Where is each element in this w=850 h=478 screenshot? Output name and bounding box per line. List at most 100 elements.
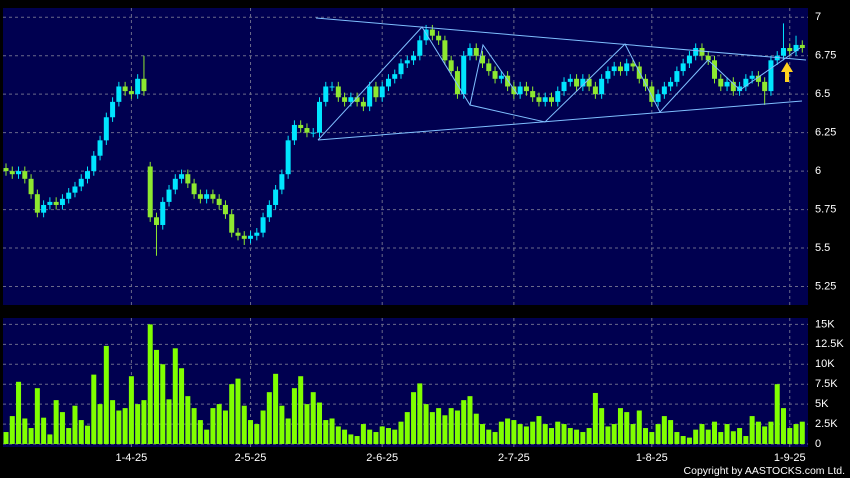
candle-body [536, 97, 542, 102]
y-tick-label: 15K [815, 318, 835, 330]
candle-body [235, 232, 241, 236]
candle-body [480, 55, 486, 64]
volume-bar [317, 402, 322, 444]
candle-body [599, 78, 605, 95]
volume-bar [379, 426, 385, 444]
candle-body [354, 97, 360, 102]
x-tick-label: 2-7-25 [498, 452, 530, 464]
candle-body [668, 81, 674, 87]
candle-body [160, 201, 166, 225]
candle-body [298, 124, 304, 129]
volume-bar [373, 432, 379, 444]
volume-bar [53, 400, 59, 444]
signal-arrow [781, 62, 793, 82]
volume-bar [417, 383, 423, 444]
candle-body [34, 194, 40, 213]
candle-body [617, 66, 623, 72]
volume-bar [97, 404, 103, 444]
volume-bar [9, 416, 15, 444]
volume-bar [323, 420, 329, 444]
volume-bar [605, 426, 611, 444]
candle-body [373, 86, 379, 98]
volume-bar [179, 368, 185, 444]
candle-body [59, 198, 65, 205]
candle-body [542, 97, 548, 102]
volume-bar [135, 404, 141, 444]
volume-bar [273, 373, 279, 444]
volume-bar [329, 418, 335, 444]
volume-bar [461, 400, 467, 444]
candle-body [404, 60, 410, 64]
volume-bar [172, 348, 178, 444]
candle-body [229, 214, 235, 233]
candle-body [241, 235, 247, 239]
candle-body [799, 44, 805, 49]
candle-body [53, 201, 59, 205]
volume-bar [780, 408, 786, 444]
volume-bar [599, 408, 605, 444]
candle-body [423, 29, 429, 41]
volume-bar [110, 400, 116, 444]
candle-body [429, 29, 435, 36]
candle-body [335, 86, 341, 98]
y-tick-label: 2.5K [815, 418, 838, 430]
volume-bar [511, 420, 517, 444]
volume-bar [467, 396, 473, 444]
candle-body [574, 78, 580, 87]
volume-bar [592, 392, 598, 444]
candle-body [611, 66, 617, 72]
trend-line [317, 100, 803, 141]
candle-body [122, 86, 128, 92]
volume-bar [762, 426, 768, 444]
candle-body [693, 48, 699, 56]
volume-bar [348, 434, 354, 444]
trend-lines [315, 17, 807, 141]
volume-bar [72, 405, 78, 444]
candle-body [222, 204, 228, 215]
volume-bar [561, 424, 567, 444]
volume-bar [85, 425, 91, 444]
volume-bar [724, 424, 730, 444]
candle-body [661, 86, 667, 95]
volume-bar [548, 428, 554, 444]
y-tick-label: 7.5K [815, 378, 838, 390]
candle-body [643, 78, 649, 87]
volume-bar [523, 426, 529, 444]
volume-bar [793, 424, 799, 444]
candle-body [417, 40, 423, 56]
candle-body [511, 86, 517, 95]
volume-bar [254, 424, 260, 444]
candle-body [743, 78, 749, 87]
volume-bar [41, 417, 47, 444]
y-tick-label: 5.5 [815, 242, 830, 254]
candle-body [204, 194, 210, 199]
candle-body [730, 81, 736, 92]
candle-body [135, 78, 141, 95]
volume-bar [498, 421, 504, 444]
candle-body [699, 48, 705, 56]
volume-bar [755, 421, 761, 444]
volume-bar [3, 432, 9, 444]
y-tick-label: 5.25 [815, 280, 836, 292]
volume-bar [103, 345, 109, 444]
volume-bar [580, 432, 586, 444]
volume-bar [210, 408, 216, 444]
volume-bar [636, 410, 642, 444]
volume-bar [166, 399, 172, 444]
volume-bar [429, 412, 435, 444]
candle-body [749, 75, 755, 79]
candle-body [47, 201, 53, 205]
candle-body [737, 86, 743, 92]
volume-bar [59, 412, 65, 444]
y-tick-label: 0 [815, 438, 821, 450]
volume-bar [643, 428, 649, 444]
candle-body [461, 55, 467, 95]
candle-body [592, 86, 598, 95]
volume-bar [448, 408, 454, 444]
volume-bar [768, 421, 774, 444]
candle-body [166, 189, 172, 202]
candle-body [718, 78, 724, 87]
volume-bar [749, 416, 755, 444]
